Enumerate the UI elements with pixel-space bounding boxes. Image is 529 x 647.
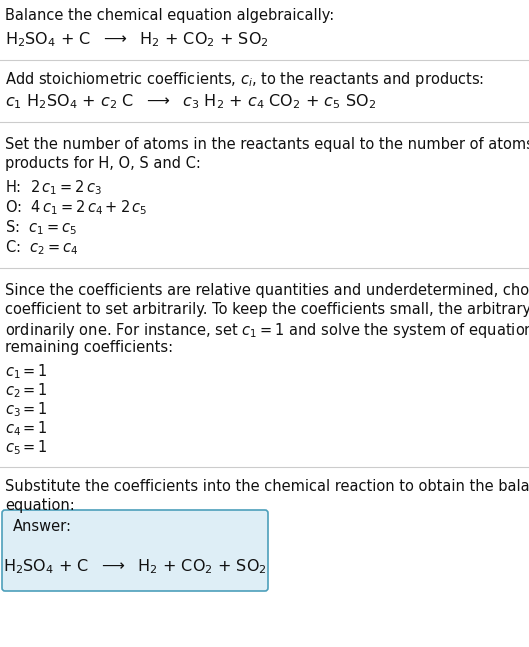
Text: Balance the chemical equation algebraically:: Balance the chemical equation algebraica…	[5, 8, 334, 23]
Text: Add stoichiometric coefficients, $c_i$, to the reactants and products:: Add stoichiometric coefficients, $c_i$, …	[5, 70, 484, 89]
Text: $c_2 = 1$: $c_2 = 1$	[5, 381, 48, 400]
Text: Set the number of atoms in the reactants equal to the number of atoms in the: Set the number of atoms in the reactants…	[5, 137, 529, 152]
Text: $c_3 = 1$: $c_3 = 1$	[5, 400, 48, 419]
Text: C:  $c_2 = c_4$: C: $c_2 = c_4$	[5, 238, 78, 257]
Text: products for H, O, S and C:: products for H, O, S and C:	[5, 156, 201, 171]
FancyBboxPatch shape	[2, 510, 268, 591]
Text: H:  $2\,c_1 = 2\,c_3$: H: $2\,c_1 = 2\,c_3$	[5, 178, 102, 197]
Text: $c_1 = 1$: $c_1 = 1$	[5, 362, 48, 380]
Text: $c_1$ H$_2$SO$_4$ + $c_2$ C  $\longrightarrow$  $c_3$ H$_2$ + $c_4$ CO$_2$ + $c_: $c_1$ H$_2$SO$_4$ + $c_2$ C $\longrighta…	[5, 92, 376, 111]
Text: $c_4 = 1$: $c_4 = 1$	[5, 419, 48, 438]
Text: equation:: equation:	[5, 498, 75, 513]
Text: S:  $c_1 = c_5$: S: $c_1 = c_5$	[5, 218, 77, 237]
Text: O:  $4\,c_1 = 2\,c_4 + 2\,c_5$: O: $4\,c_1 = 2\,c_4 + 2\,c_5$	[5, 198, 148, 217]
Text: Since the coefficients are relative quantities and underdetermined, choose a: Since the coefficients are relative quan…	[5, 283, 529, 298]
Text: Answer:: Answer:	[13, 519, 72, 534]
Text: $c_5 = 1$: $c_5 = 1$	[5, 438, 48, 457]
Text: ordinarily one. For instance, set $c_1 = 1$ and solve the system of equations fo: ordinarily one. For instance, set $c_1 =…	[5, 321, 529, 340]
Text: coefficient to set arbitrarily. To keep the coefficients small, the arbitrary va: coefficient to set arbitrarily. To keep …	[5, 302, 529, 317]
Text: H$_2$SO$_4$ + C  $\longrightarrow$  H$_2$ + CO$_2$ + SO$_2$: H$_2$SO$_4$ + C $\longrightarrow$ H$_2$ …	[5, 30, 269, 49]
Text: remaining coefficients:: remaining coefficients:	[5, 340, 173, 355]
Text: Substitute the coefficients into the chemical reaction to obtain the balanced: Substitute the coefficients into the che…	[5, 479, 529, 494]
Text: H$_2$SO$_4$ + C  $\longrightarrow$  H$_2$ + CO$_2$ + SO$_2$: H$_2$SO$_4$ + C $\longrightarrow$ H$_2$ …	[3, 557, 267, 576]
